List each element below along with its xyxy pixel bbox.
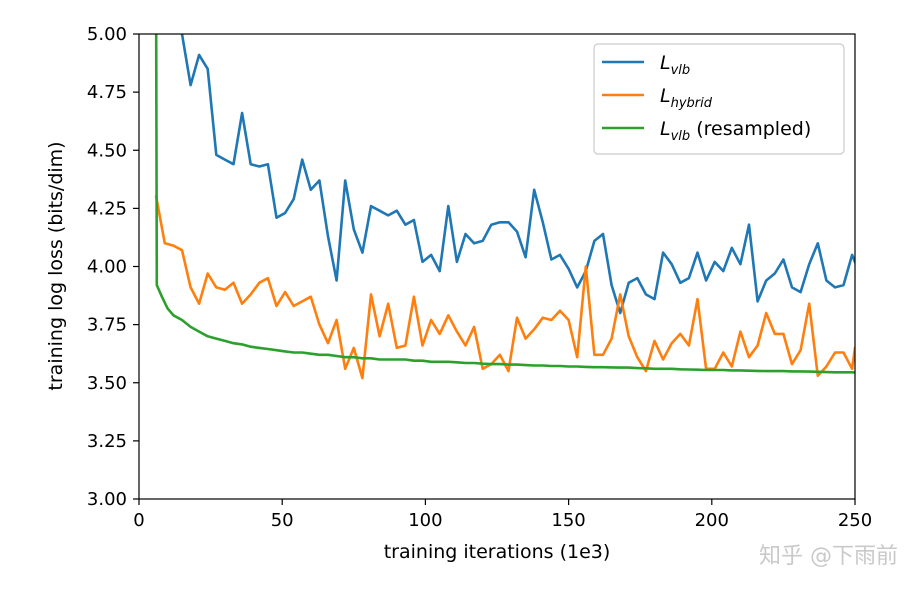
y-tick-label: 3.75 bbox=[87, 315, 127, 336]
legend-box bbox=[593, 43, 845, 155]
legend-label-0: Lvlb bbox=[660, 52, 690, 78]
x-tick-label: 50 bbox=[271, 510, 294, 531]
x-tick-label: 150 bbox=[551, 510, 585, 531]
series-line-0 bbox=[180, 34, 855, 315]
y-tick-label: 4.00 bbox=[87, 257, 127, 278]
y-axis: 3.00 3.25 3.50 3.75 4.00 4.25 4.50 4.75 5.00 bbox=[87, 24, 139, 510]
legend-label-2: Lvlb (resampled) bbox=[660, 118, 811, 144]
y-tick-label: 4.50 bbox=[87, 140, 127, 161]
x-axis: 0 50 100 150 200 250 bbox=[133, 499, 872, 531]
legend: Lvlb Lhybrid Lvlb (resampled) bbox=[593, 43, 845, 155]
x-tick-label: 250 bbox=[838, 510, 872, 531]
series-line-2 bbox=[154, 34, 855, 374]
series-layer bbox=[154, 34, 855, 380]
legend-label-1: Lhybrid bbox=[660, 85, 713, 111]
x-tick-label: 200 bbox=[695, 510, 729, 531]
series-line-1 bbox=[154, 195, 855, 380]
y-axis-title: training log loss (bits/dim) bbox=[45, 141, 67, 390]
y-tick-label: 3.00 bbox=[87, 489, 127, 510]
watermark-text: 知乎 @下雨前 bbox=[759, 544, 898, 569]
x-axis-title: training iterations (1e3) bbox=[384, 541, 611, 563]
y-tick-label: 3.50 bbox=[87, 373, 127, 394]
x-tick-label: 100 bbox=[408, 510, 442, 531]
x-tick-label: 0 bbox=[133, 510, 144, 531]
y-tick-label: 4.75 bbox=[87, 82, 127, 103]
y-tick-label: 4.25 bbox=[87, 198, 127, 219]
y-tick-label: 5.00 bbox=[87, 24, 127, 45]
y-tick-label: 3.25 bbox=[87, 431, 127, 452]
